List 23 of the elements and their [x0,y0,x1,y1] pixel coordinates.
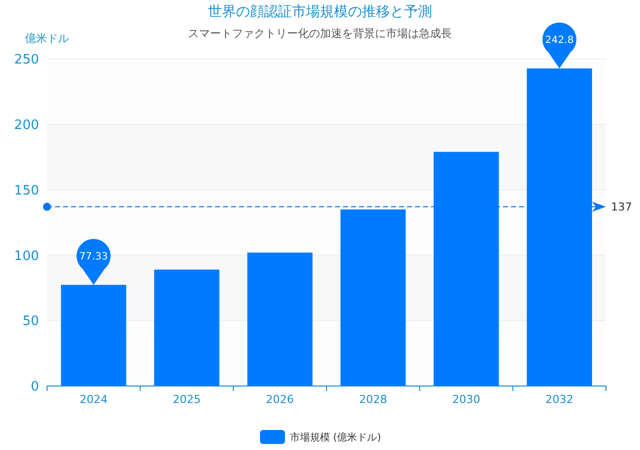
y-tick-label: 150 [14,183,39,198]
y-tick-label: 50 [22,314,39,330]
y-tick-label: 0 [30,380,39,395]
ref-line-label: 137 [611,200,632,214]
bar [154,270,220,386]
chart-title: 世界の顔認証市場規模の推移と予測 [208,4,432,20]
bar [247,252,313,386]
x-tick-label: 2024 [80,393,108,406]
x-tick-label: 2028 [359,393,388,406]
y-tick-label: 100 [14,248,39,264]
x-tick-label: 2030 [452,393,480,406]
legend-label: 市場規模 (億米ドル) [290,432,382,444]
annotation: 77.33 [79,251,108,262]
x-tick-label: 2025 [172,393,201,406]
y-tick-label: 250 [14,52,39,68]
chart-subtitle: スマートファクトリー化の加速を背景に市場は急成長 [188,27,452,40]
y-axis-title: 億米ドル [25,32,69,45]
bar [340,209,406,386]
x-tick-label: 2032 [545,393,574,406]
y-tick-label: 200 [14,118,39,133]
x-tick-label: 2026 [266,393,294,406]
annotation: 242.8 [545,34,574,46]
bar [434,152,499,386]
